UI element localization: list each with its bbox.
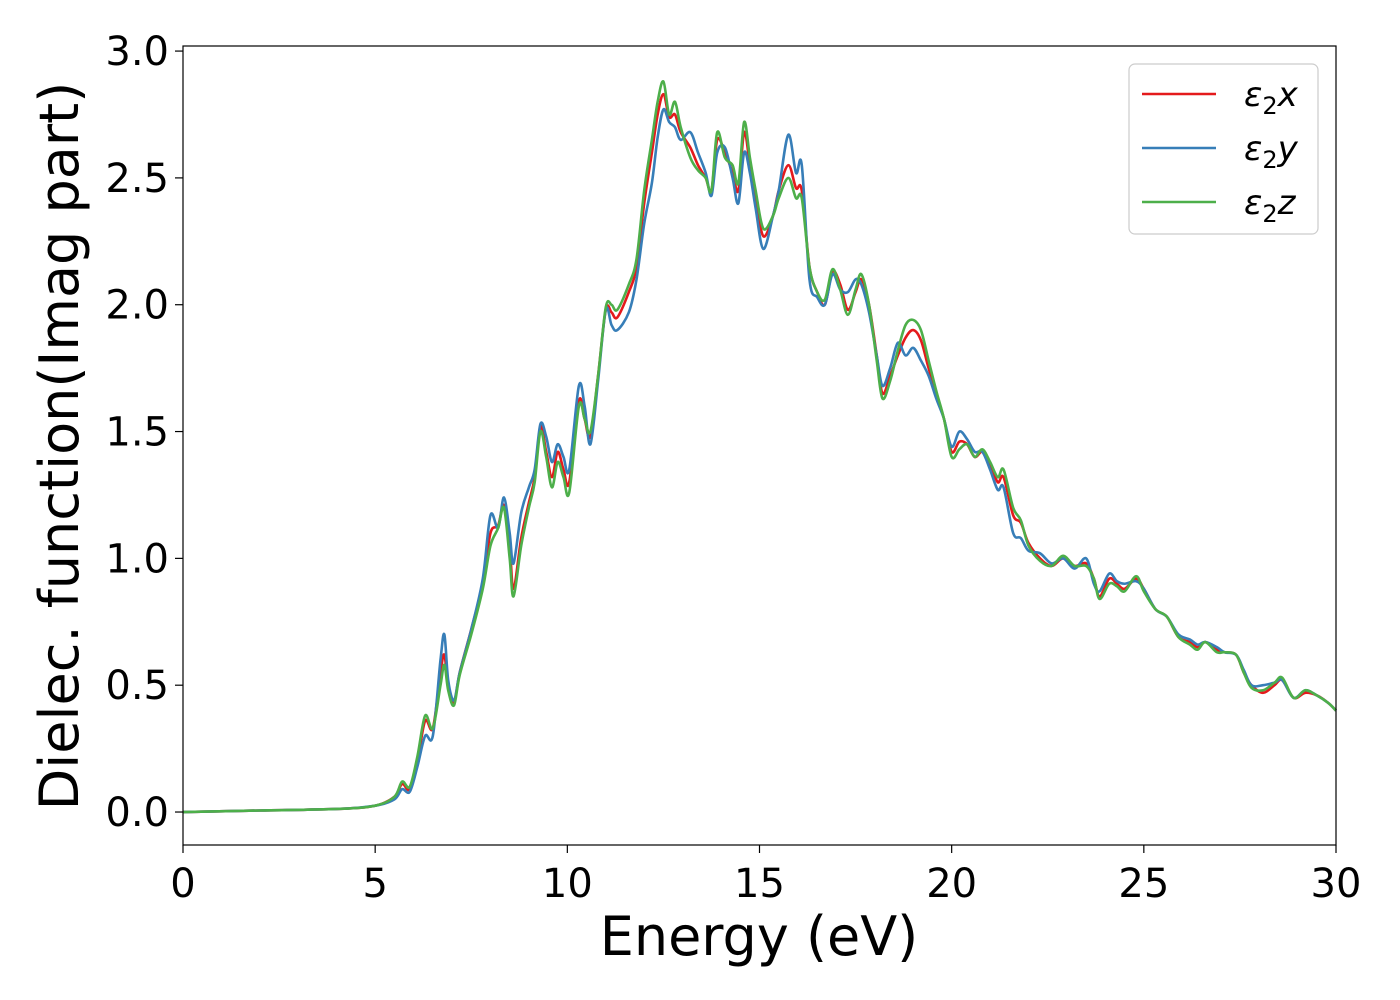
x-tick-label: 20 <box>926 861 977 907</box>
y-axis-label: Dielec. function(Imag part) <box>28 82 91 811</box>
x-tick-label: 10 <box>542 861 593 907</box>
y-axis: 0.0 0.5 1.0 1.5 2.0 2.5 3.0 <box>105 29 183 836</box>
x-axis: 0 5 10 15 20 25 30 <box>170 845 1361 907</box>
legend: ε2x ε2y ε2z <box>1128 63 1319 235</box>
x-axis-label: Energy (eV) <box>600 905 919 968</box>
legend-label-x: ε2x <box>1244 75 1299 120</box>
legend-label-y: ε2y <box>1244 129 1299 174</box>
x-tick-label: 0 <box>170 861 195 907</box>
y-tick-label: 3.0 <box>105 29 169 75</box>
x-tick-label: 25 <box>1118 861 1169 907</box>
x-tick-label: 5 <box>362 861 387 907</box>
series-line-z <box>182 80 1337 814</box>
legend-label-z: ε2z <box>1244 183 1297 228</box>
y-tick-label: 0.0 <box>105 790 169 836</box>
y-tick-label: 1.0 <box>105 536 169 582</box>
y-tick-label: 1.5 <box>105 410 169 456</box>
y-tick-label: 2.0 <box>105 283 169 329</box>
y-tick-label: 2.5 <box>105 156 169 202</box>
series-layer <box>182 80 1337 814</box>
y-tick-label: 0.5 <box>105 663 169 709</box>
series-line-y <box>182 107 1337 814</box>
x-tick-label: 30 <box>1311 861 1362 907</box>
legend-box <box>1128 63 1319 235</box>
x-tick-label: 15 <box>734 861 785 907</box>
